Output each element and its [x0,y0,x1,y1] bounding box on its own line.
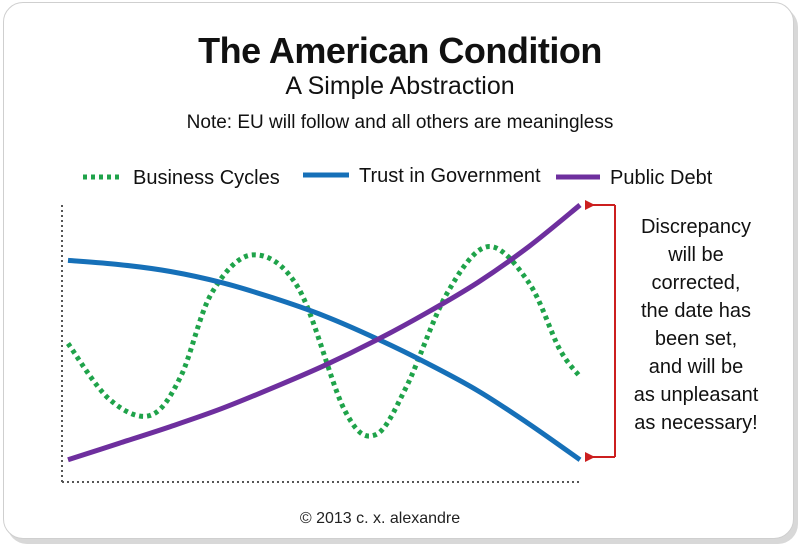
card-frame [3,2,794,539]
legend-label-trust-in-government: Trust in Government [359,165,541,187]
annotation-line: Discrepancy [641,216,751,238]
annotation: Discrepancy will be corrected, the date … [634,216,759,434]
copyright: © 2013 c. x. alexandre [299,510,461,527]
legend: Business Cycles Trust in Government Publ… [83,165,713,189]
discrepancy-bracket [585,200,616,462]
series-trust-in-government [67,257,582,462]
annotation-line: as unpleasant [634,384,759,406]
legend-label-business-cycles: Business Cycles [133,167,280,189]
annotation-line: been set, [655,328,737,350]
annotation-line: the date has [641,300,751,322]
chart-title: The American Condition [198,30,602,71]
chart-note: Note: EU will follow and all others are … [186,112,614,133]
annotation-line: as necessary! [634,412,757,434]
annotation-line: will be [667,244,724,266]
series-public-debt [67,203,582,463]
annotation-line: corrected, [652,272,741,294]
chart-subtitle: A Simple Abstraction [285,72,515,100]
legend-label-public-debt: Public Debt [610,167,713,189]
annotation-line: and will be [649,356,744,378]
